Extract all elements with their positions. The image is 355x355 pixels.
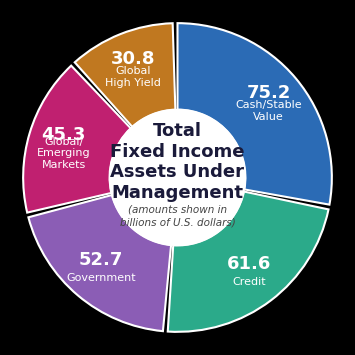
Wedge shape xyxy=(23,66,131,213)
Text: Credit: Credit xyxy=(233,277,266,287)
Text: 52.7: 52.7 xyxy=(78,251,123,269)
Wedge shape xyxy=(168,192,328,332)
Wedge shape xyxy=(75,23,175,127)
Text: 75.2: 75.2 xyxy=(246,84,291,102)
Text: Global
High Yield: Global High Yield xyxy=(105,66,162,88)
Text: Cash/Stable
Value: Cash/Stable Value xyxy=(235,100,302,122)
Text: Total
Fixed Income
Assets Under
Management: Total Fixed Income Assets Under Manageme… xyxy=(110,122,245,202)
Wedge shape xyxy=(28,195,171,331)
Text: 45.3: 45.3 xyxy=(42,126,86,144)
Wedge shape xyxy=(178,23,332,204)
Text: Global/
Emerging
Markets: Global/ Emerging Markets xyxy=(37,137,91,170)
Text: 30.8: 30.8 xyxy=(111,50,155,68)
Circle shape xyxy=(110,110,245,245)
Text: Government: Government xyxy=(66,273,136,283)
Text: 61.6: 61.6 xyxy=(227,255,272,273)
Text: (amounts shown in
billions of U.S. dollars): (amounts shown in billions of U.S. dolla… xyxy=(120,204,235,228)
